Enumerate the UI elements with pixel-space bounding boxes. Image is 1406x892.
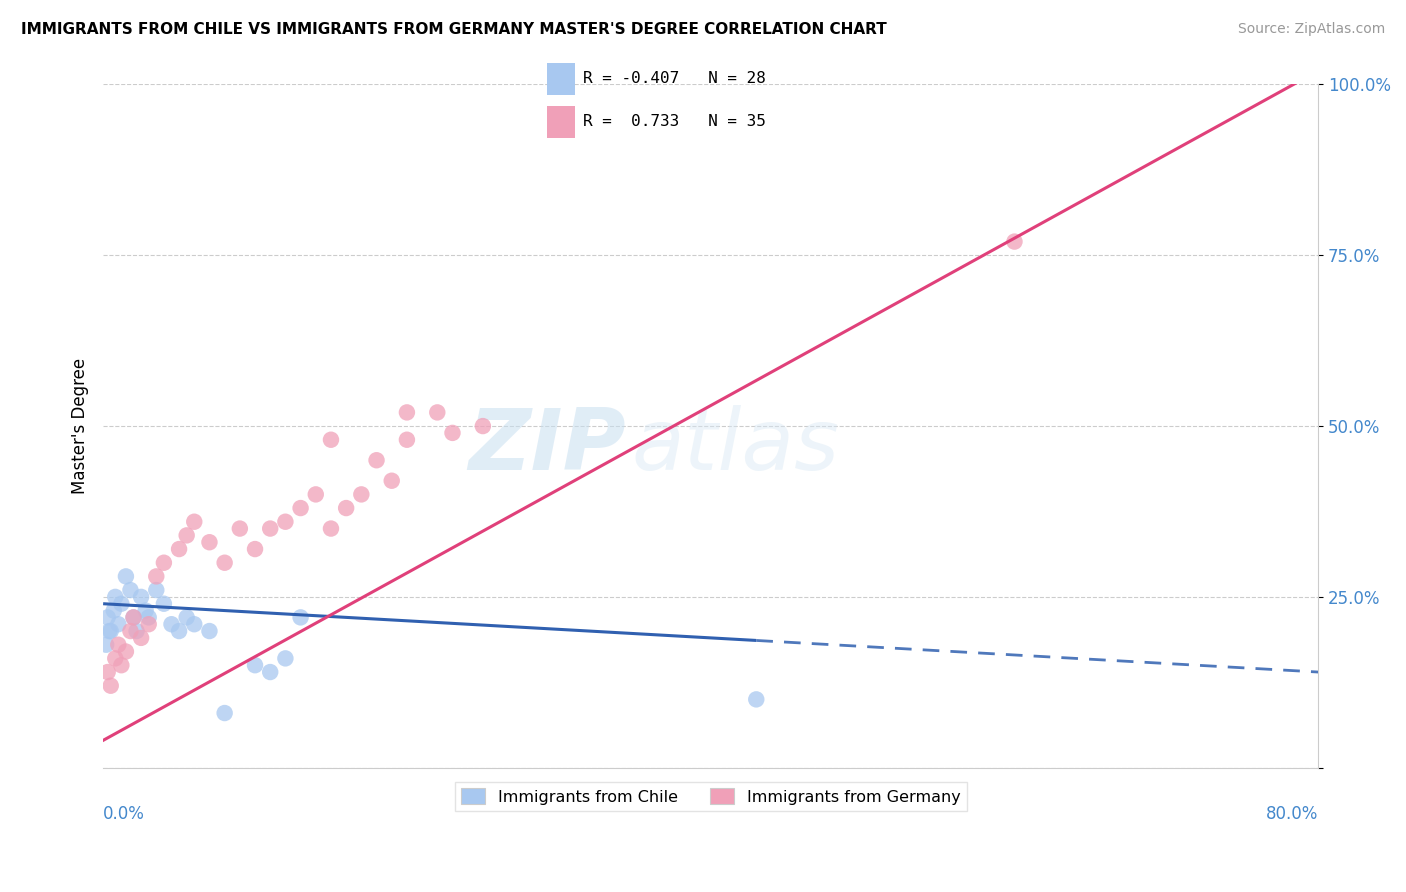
- Bar: [547, 63, 575, 95]
- Point: [319, 522, 342, 536]
- Point: [198, 535, 221, 549]
- Point: [129, 631, 152, 645]
- Bar: [547, 106, 575, 138]
- Point: [214, 556, 236, 570]
- Point: [120, 624, 142, 638]
- Point: [122, 610, 145, 624]
- Point: [1004, 235, 1026, 249]
- Point: [319, 433, 342, 447]
- Point: [107, 617, 129, 632]
- Point: [395, 405, 418, 419]
- Point: [122, 610, 145, 624]
- Text: R = -0.407   N = 28: R = -0.407 N = 28: [583, 71, 766, 87]
- Point: [259, 665, 281, 679]
- Point: [103, 603, 125, 617]
- Point: [167, 624, 190, 638]
- Legend: Immigrants from Chile, Immigrants from Germany: Immigrants from Chile, Immigrants from G…: [454, 781, 967, 811]
- Text: 0.0%: 0.0%: [103, 805, 145, 823]
- Point: [290, 610, 312, 624]
- Point: [97, 665, 120, 679]
- Point: [229, 522, 252, 536]
- Point: [471, 419, 494, 434]
- Point: [350, 487, 373, 501]
- Point: [97, 610, 120, 624]
- Text: ZIP: ZIP: [468, 405, 626, 488]
- Point: [100, 624, 122, 638]
- Point: [176, 610, 198, 624]
- Point: [145, 582, 167, 597]
- Point: [335, 501, 357, 516]
- Point: [290, 501, 312, 516]
- Point: [305, 487, 328, 501]
- Point: [104, 590, 127, 604]
- Y-axis label: Master's Degree: Master's Degree: [72, 358, 89, 494]
- Point: [129, 590, 152, 604]
- Point: [183, 515, 205, 529]
- Point: [167, 542, 190, 557]
- Point: [115, 569, 138, 583]
- Point: [135, 603, 157, 617]
- Point: [274, 515, 297, 529]
- Point: [153, 556, 176, 570]
- Point: [183, 617, 205, 632]
- Point: [107, 638, 129, 652]
- Point: [198, 624, 221, 638]
- Point: [98, 624, 121, 638]
- Point: [138, 610, 160, 624]
- Point: [176, 528, 198, 542]
- Point: [125, 624, 148, 638]
- Text: R =  0.733   N = 35: R = 0.733 N = 35: [583, 114, 766, 129]
- Text: 80.0%: 80.0%: [1265, 805, 1319, 823]
- Text: IMMIGRANTS FROM CHILE VS IMMIGRANTS FROM GERMANY MASTER'S DEGREE CORRELATION CHA: IMMIGRANTS FROM CHILE VS IMMIGRANTS FROM…: [21, 22, 887, 37]
- Point: [366, 453, 388, 467]
- Text: Source: ZipAtlas.com: Source: ZipAtlas.com: [1237, 22, 1385, 37]
- Point: [96, 638, 118, 652]
- Point: [153, 597, 176, 611]
- Point: [381, 474, 404, 488]
- Point: [745, 692, 768, 706]
- Point: [145, 569, 167, 583]
- Point: [104, 651, 127, 665]
- Point: [138, 617, 160, 632]
- Point: [441, 425, 464, 440]
- Point: [115, 644, 138, 658]
- Point: [243, 542, 266, 557]
- Point: [100, 679, 122, 693]
- Point: [426, 405, 449, 419]
- Point: [274, 651, 297, 665]
- Point: [259, 522, 281, 536]
- Point: [120, 582, 142, 597]
- Point: [110, 597, 132, 611]
- Point: [395, 433, 418, 447]
- Point: [160, 617, 183, 632]
- Text: atlas: atlas: [631, 405, 839, 488]
- Point: [214, 706, 236, 720]
- Point: [110, 658, 132, 673]
- Point: [243, 658, 266, 673]
